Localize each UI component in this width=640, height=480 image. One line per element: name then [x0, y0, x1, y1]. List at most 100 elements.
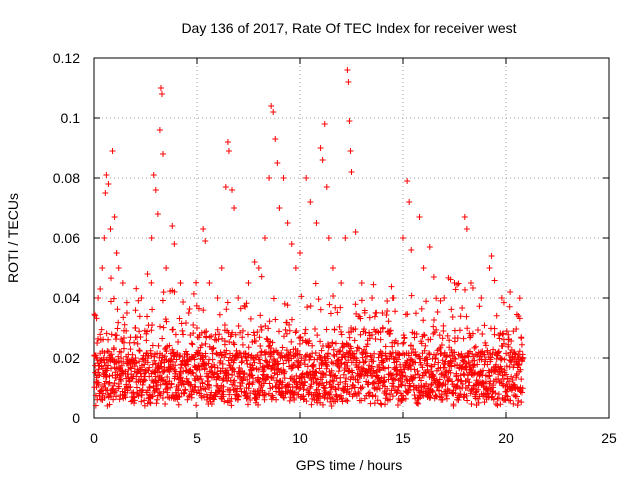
data-point	[329, 265, 336, 271]
data-point	[256, 334, 263, 341]
data-point	[202, 238, 209, 244]
data-point	[118, 355, 125, 362]
data-point	[457, 313, 464, 320]
y-tick-label: 0.1	[61, 110, 81, 126]
data-point	[415, 371, 422, 378]
data-point	[333, 351, 340, 358]
data-point	[266, 175, 273, 181]
data-point	[449, 313, 456, 320]
data-point	[441, 364, 448, 371]
data-point	[338, 360, 345, 367]
data-point	[468, 371, 475, 378]
data-point	[451, 338, 458, 345]
data-point	[243, 357, 250, 364]
data-point	[235, 295, 242, 301]
data-point	[260, 380, 267, 387]
data-point	[328, 359, 335, 366]
data-point	[400, 235, 406, 241]
data-point	[452, 390, 459, 397]
data-point	[451, 349, 458, 356]
data-point	[195, 362, 202, 369]
data-point	[427, 394, 434, 401]
data-point	[430, 323, 437, 330]
data-point	[105, 181, 112, 187]
x-tick-label: 20	[498, 430, 514, 446]
data-point	[325, 350, 332, 357]
data-point	[342, 235, 349, 241]
data-point	[216, 331, 223, 338]
data-point	[352, 229, 359, 235]
data-point	[319, 401, 326, 408]
data-point	[329, 339, 336, 346]
data-point	[107, 298, 114, 305]
data-point	[399, 378, 406, 385]
data-point	[262, 377, 269, 384]
data-point	[385, 318, 392, 325]
data-point	[506, 303, 513, 310]
data-point	[337, 379, 344, 386]
data-point	[485, 373, 492, 380]
data-point	[214, 326, 221, 333]
data-point	[336, 323, 343, 330]
data-point	[187, 382, 194, 389]
data-point	[469, 386, 476, 393]
data-point	[454, 382, 461, 389]
data-point	[106, 401, 113, 408]
data-point	[138, 398, 145, 405]
data-point	[120, 358, 127, 365]
data-point	[224, 139, 231, 145]
data-point	[379, 324, 386, 331]
data-point	[424, 356, 431, 363]
data-point	[221, 322, 228, 329]
data-point	[221, 341, 228, 348]
data-point	[114, 306, 121, 313]
data-point	[273, 396, 280, 403]
data-point	[398, 368, 405, 375]
data-point	[412, 310, 419, 317]
data-point	[401, 335, 408, 342]
data-point	[211, 392, 218, 399]
data-point	[202, 353, 209, 360]
data-point	[415, 400, 422, 407]
data-point	[107, 226, 114, 232]
data-point	[420, 372, 427, 379]
data-point	[219, 377, 226, 384]
data-point	[253, 396, 260, 403]
data-point	[172, 331, 179, 338]
y-tick-label: 0.12	[53, 50, 80, 66]
data-point	[217, 368, 224, 375]
data-point	[177, 280, 184, 286]
data-point	[352, 301, 359, 308]
data-point	[344, 67, 351, 73]
data-point	[505, 343, 512, 350]
data-point	[268, 345, 275, 352]
data-point	[394, 340, 401, 347]
data-point	[515, 397, 522, 404]
data-point	[322, 385, 329, 392]
data-point	[279, 344, 286, 351]
data-point	[455, 280, 462, 287]
data-point	[119, 280, 126, 286]
data-point	[316, 365, 323, 372]
data-point	[325, 342, 332, 349]
data-point	[230, 386, 237, 393]
data-point	[103, 330, 110, 337]
data-point	[149, 342, 156, 349]
y-tick-label: 0.06	[53, 230, 80, 246]
data-point	[491, 325, 498, 332]
data-point	[362, 330, 369, 337]
data-point	[358, 385, 365, 392]
data-point	[330, 293, 337, 300]
data-point	[357, 371, 364, 378]
data-point	[203, 333, 210, 340]
data-point	[447, 369, 454, 376]
data-point	[318, 361, 325, 368]
data-point	[496, 335, 503, 342]
data-point	[182, 387, 189, 394]
data-point	[221, 398, 228, 405]
data-point	[220, 375, 227, 382]
data-point	[157, 85, 164, 91]
data-point	[114, 325, 121, 332]
data-point	[243, 300, 250, 307]
data-point	[344, 398, 351, 405]
